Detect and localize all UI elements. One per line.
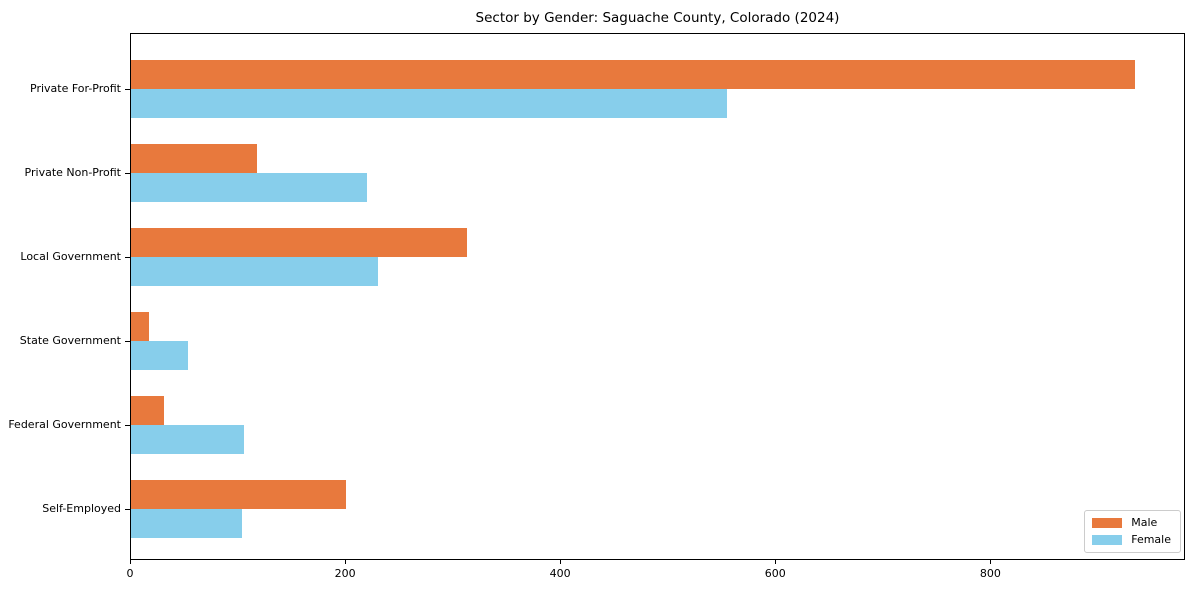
plot-area: Male Female [130, 33, 1185, 560]
legend-item-female: Female [1092, 534, 1171, 546]
bar-male [131, 396, 165, 425]
bar-male [131, 312, 150, 341]
xtick-mark [560, 560, 562, 564]
legend-swatch-male [1092, 518, 1123, 528]
ytick-mark [125, 257, 130, 258]
xtick-label: 0 [126, 567, 134, 580]
bar-female [131, 173, 368, 202]
xtick-mark [130, 560, 131, 564]
xtick-mark [990, 560, 992, 564]
ytick-mark [125, 341, 130, 342]
x-axis: 0 200 400 600 800 [126, 560, 1185, 592]
ytick-label: Local Government [20, 250, 121, 263]
ytick-label: Federal Government [8, 418, 121, 431]
legend: Male Female [1084, 510, 1181, 553]
ytick-mark [125, 509, 130, 510]
bar-male [131, 228, 467, 257]
bar-female [131, 509, 242, 538]
xtick-mark [345, 560, 347, 564]
legend-swatch-female [1092, 535, 1123, 545]
chart-title: Sector by Gender: Saguache County, Color… [475, 10, 840, 26]
bar-male [131, 144, 257, 173]
xtick-label: 400 [549, 567, 571, 580]
ytick-label: Self-Employed [42, 502, 121, 515]
ytick-label: Private Non-Profit [24, 166, 121, 179]
bars-layer [131, 34, 1184, 559]
bar-female [131, 425, 244, 454]
legend-label: Male [1131, 516, 1158, 529]
xtick-label: 800 [979, 567, 1001, 580]
ytick-label: State Government [19, 334, 121, 347]
ytick-mark [125, 425, 130, 426]
bar-male [131, 60, 1135, 89]
legend-label: Female [1131, 533, 1171, 546]
xtick-label: 600 [764, 567, 786, 580]
ytick-label: Private For-Profit [30, 82, 121, 95]
bar-female [131, 89, 727, 118]
legend-item-male: Male [1092, 517, 1171, 529]
ytick-mark [125, 89, 130, 90]
bar-female [131, 341, 188, 370]
bar-male [131, 480, 346, 509]
bar-female [131, 257, 378, 286]
ytick-mark [125, 173, 130, 174]
xtick-label: 200 [334, 567, 356, 580]
xtick-mark [775, 560, 777, 564]
